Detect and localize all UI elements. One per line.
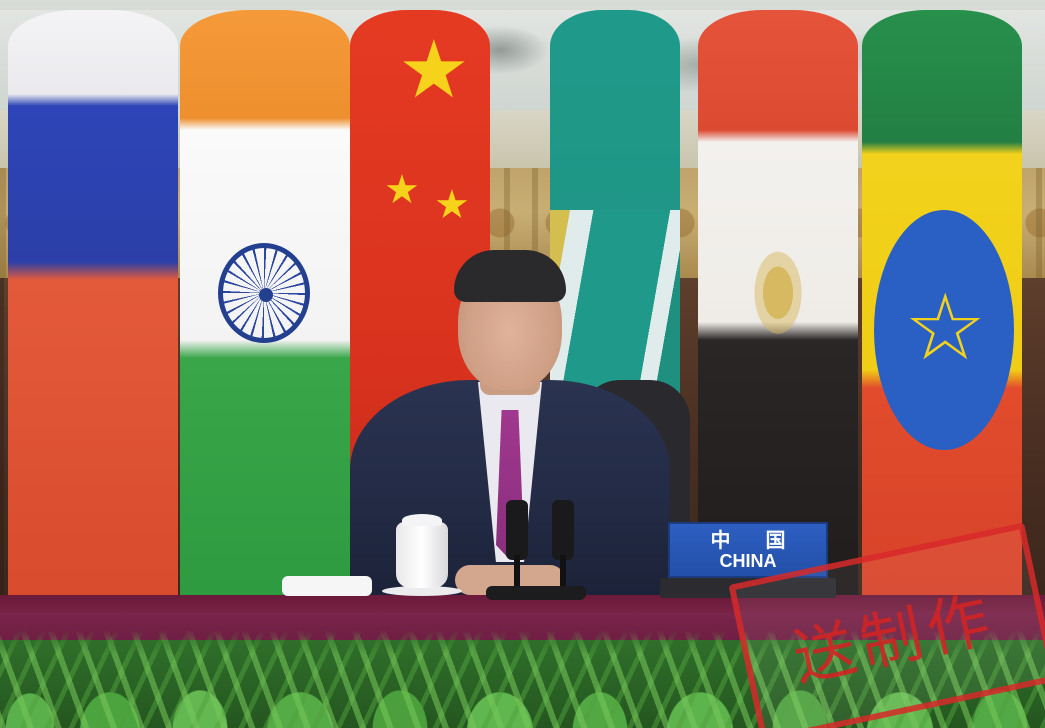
big-star-icon: ★ — [398, 25, 470, 114]
india-flag — [180, 10, 350, 610]
eagle-emblem-icon — [748, 250, 808, 345]
cup-lid — [402, 514, 442, 526]
country-nameplate: 中 国 CHINA — [668, 522, 828, 578]
chakra-hub — [259, 288, 273, 302]
hair — [454, 250, 566, 302]
pentagram-star-icon: ☆ — [904, 277, 987, 379]
small-star-icon: ★ — [384, 168, 420, 212]
microphone-stem — [560, 555, 566, 595]
egypt-flag — [698, 10, 858, 610]
nameplate-chinese-text: 中 国 — [710, 528, 800, 552]
plant-leaves — [0, 630, 1045, 728]
blue-disc-emblem: ☆ — [874, 210, 1014, 450]
saucer — [382, 586, 462, 596]
microphone-icon — [506, 500, 528, 560]
microphone-icon — [552, 500, 574, 560]
desk-top — [0, 595, 1045, 615]
nameplate-english-text: CHINA — [719, 551, 777, 571]
folded-napkin — [282, 576, 372, 596]
watermark-text: 送制作 — [786, 581, 1002, 696]
microphone-base — [486, 586, 586, 600]
ethiopia-flag: ☆ — [862, 10, 1022, 610]
russia-flag — [8, 10, 178, 610]
ashoka-chakra-icon — [218, 243, 310, 343]
small-star-icon: ★ — [434, 183, 470, 227]
nameplate-stand — [660, 578, 836, 598]
microphone-stem — [514, 555, 520, 595]
tea-cup — [396, 522, 448, 588]
